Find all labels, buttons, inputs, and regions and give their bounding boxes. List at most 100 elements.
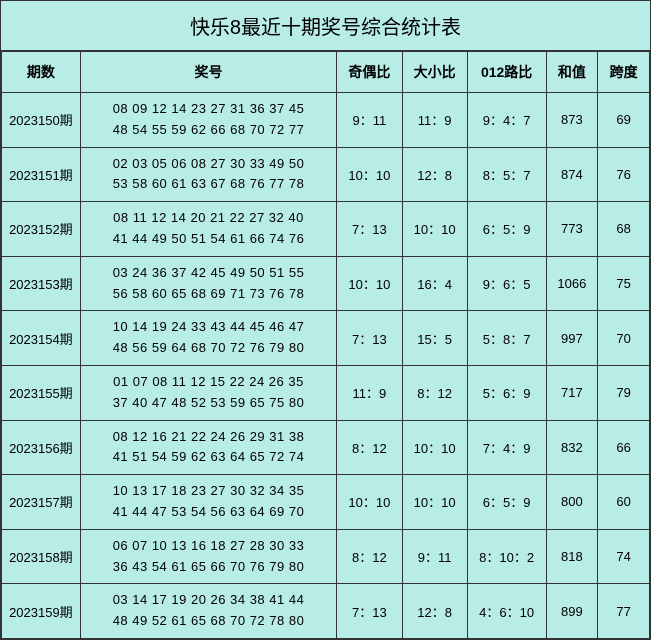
table-title: 快乐8最近十期奖号综合统计表 <box>1 1 650 51</box>
numbers-line1: 10 13 17 18 23 27 30 32 34 35 <box>85 481 333 502</box>
sum-cell: 717 <box>546 365 598 420</box>
numbers-line2: 41 44 47 53 54 56 63 64 69 70 <box>85 502 333 523</box>
period-cell: 2023156期 <box>2 420 81 475</box>
route-012-cell: 7：4：9 <box>467 420 546 475</box>
period-cell: 2023152期 <box>2 202 81 257</box>
numbers-line1: 08 12 16 21 22 24 26 29 31 38 <box>85 427 333 448</box>
numbers-line1: 08 11 12 14 20 21 22 27 32 40 <box>85 208 333 229</box>
stats-table: 期数 奖号 奇偶比 大小比 012路比 和值 跨度 2023150期08 09 … <box>1 51 650 639</box>
table-row: 2023159期03 14 17 19 20 26 34 38 41 4448 … <box>2 584 650 639</box>
route-012-cell: 9：4：7 <box>467 93 546 148</box>
numbers-line2: 48 49 52 61 65 68 70 72 78 80 <box>85 611 333 632</box>
odd-even-cell: 10：10 <box>337 475 402 530</box>
period-cell: 2023151期 <box>2 147 81 202</box>
header-odd-even: 奇偶比 <box>337 52 402 93</box>
table-row: 2023152期08 11 12 14 20 21 22 27 32 4041 … <box>2 202 650 257</box>
period-cell: 2023154期 <box>2 311 81 366</box>
sum-cell: 873 <box>546 93 598 148</box>
numbers-line1: 06 07 10 13 16 18 27 28 30 33 <box>85 536 333 557</box>
numbers-line2: 48 56 59 64 68 70 72 76 79 80 <box>85 338 333 359</box>
header-period: 期数 <box>2 52 81 93</box>
odd-even-cell: 10：10 <box>337 147 402 202</box>
big-small-cell: 12：8 <box>402 147 467 202</box>
numbers-cell: 06 07 10 13 16 18 27 28 30 3336 43 54 61… <box>80 529 337 584</box>
table-row: 2023151期02 03 05 06 08 27 30 33 49 5053 … <box>2 147 650 202</box>
table-row: 2023158期06 07 10 13 16 18 27 28 30 3336 … <box>2 529 650 584</box>
numbers-line2: 48 54 55 59 62 66 68 70 72 77 <box>85 120 333 141</box>
numbers-cell: 08 09 12 14 23 27 31 36 37 4548 54 55 59… <box>80 93 337 148</box>
route-012-cell: 4：6：10 <box>467 584 546 639</box>
period-cell: 2023158期 <box>2 529 81 584</box>
numbers-line1: 08 09 12 14 23 27 31 36 37 45 <box>85 99 333 120</box>
span-cell: 79 <box>598 365 650 420</box>
period-cell: 2023159期 <box>2 584 81 639</box>
numbers-line1: 01 07 08 11 12 15 22 24 26 35 <box>85 372 333 393</box>
big-small-cell: 8：12 <box>402 365 467 420</box>
big-small-cell: 10：10 <box>402 202 467 257</box>
numbers-line1: 10 14 19 24 33 43 44 45 46 47 <box>85 317 333 338</box>
header-sum: 和值 <box>546 52 598 93</box>
numbers-cell: 10 14 19 24 33 43 44 45 46 4748 56 59 64… <box>80 311 337 366</box>
numbers-line1: 02 03 05 06 08 27 30 33 49 50 <box>85 154 333 175</box>
table-row: 2023154期10 14 19 24 33 43 44 45 46 4748 … <box>2 311 650 366</box>
table-row: 2023150期08 09 12 14 23 27 31 36 37 4548 … <box>2 93 650 148</box>
sum-cell: 874 <box>546 147 598 202</box>
route-012-cell: 6：5：9 <box>467 202 546 257</box>
big-small-cell: 11：9 <box>402 93 467 148</box>
big-small-cell: 9：11 <box>402 529 467 584</box>
header-big-small: 大小比 <box>402 52 467 93</box>
sum-cell: 800 <box>546 475 598 530</box>
sum-cell: 997 <box>546 311 598 366</box>
odd-even-cell: 9：11 <box>337 93 402 148</box>
header-numbers: 奖号 <box>80 52 337 93</box>
table-row: 2023155期01 07 08 11 12 15 22 24 26 3537 … <box>2 365 650 420</box>
header-row: 期数 奖号 奇偶比 大小比 012路比 和值 跨度 <box>2 52 650 93</box>
sum-cell: 899 <box>546 584 598 639</box>
odd-even-cell: 7：13 <box>337 202 402 257</box>
numbers-line2: 56 58 60 65 68 69 71 73 76 78 <box>85 284 333 305</box>
numbers-line2: 41 51 54 59 62 63 64 65 72 74 <box>85 447 333 468</box>
numbers-cell: 02 03 05 06 08 27 30 33 49 5053 58 60 61… <box>80 147 337 202</box>
span-cell: 69 <box>598 93 650 148</box>
sum-cell: 818 <box>546 529 598 584</box>
big-small-cell: 10：10 <box>402 475 467 530</box>
odd-even-cell: 11：9 <box>337 365 402 420</box>
period-cell: 2023155期 <box>2 365 81 420</box>
numbers-cell: 08 11 12 14 20 21 22 27 32 4041 44 49 50… <box>80 202 337 257</box>
route-012-cell: 5：8：7 <box>467 311 546 366</box>
sum-cell: 1066 <box>546 256 598 311</box>
route-012-cell: 8：5：7 <box>467 147 546 202</box>
odd-even-cell: 10：10 <box>337 256 402 311</box>
span-cell: 60 <box>598 475 650 530</box>
big-small-cell: 15：5 <box>402 311 467 366</box>
span-cell: 70 <box>598 311 650 366</box>
span-cell: 76 <box>598 147 650 202</box>
numbers-line2: 37 40 47 48 52 53 59 65 75 80 <box>85 393 333 414</box>
route-012-cell: 8：10：2 <box>467 529 546 584</box>
odd-even-cell: 8：12 <box>337 420 402 475</box>
numbers-line1: 03 24 36 37 42 45 49 50 51 55 <box>85 263 333 284</box>
span-cell: 66 <box>598 420 650 475</box>
span-cell: 77 <box>598 584 650 639</box>
period-cell: 2023153期 <box>2 256 81 311</box>
odd-even-cell: 7：13 <box>337 584 402 639</box>
route-012-cell: 5：6：9 <box>467 365 546 420</box>
period-cell: 2023157期 <box>2 475 81 530</box>
route-012-cell: 6：5：9 <box>467 475 546 530</box>
header-012: 012路比 <box>467 52 546 93</box>
sum-cell: 832 <box>546 420 598 475</box>
table-row: 2023156期08 12 16 21 22 24 26 29 31 3841 … <box>2 420 650 475</box>
route-012-cell: 9：6：5 <box>467 256 546 311</box>
table-row: 2023157期10 13 17 18 23 27 30 32 34 3541 … <box>2 475 650 530</box>
odd-even-cell: 7：13 <box>337 311 402 366</box>
period-cell: 2023150期 <box>2 93 81 148</box>
numbers-line2: 53 58 60 61 63 67 68 76 77 78 <box>85 174 333 195</box>
span-cell: 74 <box>598 529 650 584</box>
numbers-cell: 03 14 17 19 20 26 34 38 41 4448 49 52 61… <box>80 584 337 639</box>
sum-cell: 773 <box>546 202 598 257</box>
numbers-cell: 08 12 16 21 22 24 26 29 31 3841 51 54 59… <box>80 420 337 475</box>
big-small-cell: 12：8 <box>402 584 467 639</box>
span-cell: 75 <box>598 256 650 311</box>
big-small-cell: 10：10 <box>402 420 467 475</box>
header-span: 跨度 <box>598 52 650 93</box>
